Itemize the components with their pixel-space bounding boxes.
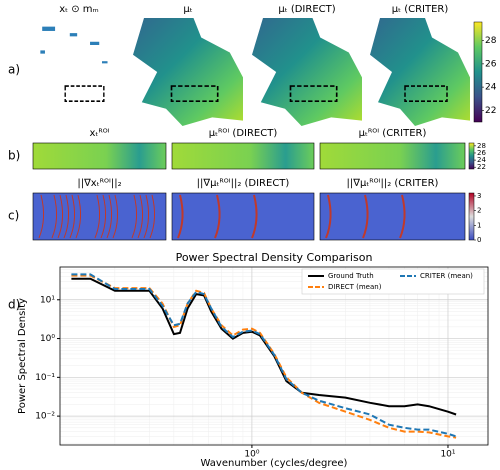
map <box>252 18 362 127</box>
gradient-streak <box>214 194 221 239</box>
gradient-streak <box>57 194 64 239</box>
observation-patch <box>40 50 45 54</box>
colorbar-tick-label: 0 <box>477 236 481 244</box>
roi-image <box>171 142 315 170</box>
panel-title: ||∇μₜᴿᴼᴵ||₂ (DIRECT) <box>197 178 290 189</box>
gradient-streak <box>63 194 70 239</box>
gradient-streak <box>100 194 107 239</box>
colorbar-tick-label: 22 <box>477 163 486 171</box>
roi-image <box>171 192 315 241</box>
gradient-streak <box>177 194 184 239</box>
roi-box <box>404 85 448 102</box>
y-tick-label: 10⁻² <box>35 412 55 422</box>
gradient-streak <box>94 194 101 239</box>
gradient-streak <box>251 194 258 239</box>
gradient-streak <box>143 194 150 239</box>
legend-label: CRITER (mean) <box>420 272 473 280</box>
series-line <box>71 277 457 416</box>
panel-title: μₜ (DIRECT) <box>278 4 335 15</box>
panel-label: a) <box>8 63 20 77</box>
colorbar-tick-label: 28 <box>477 142 486 150</box>
map <box>40 26 108 102</box>
colorbar-tick-label: 24 <box>477 156 486 164</box>
panel-label: d) <box>8 298 20 312</box>
panel-title: xₜᴿᴼᴵ <box>89 128 109 139</box>
roi-box <box>289 85 338 102</box>
panel-title: μₜ <box>183 4 192 15</box>
gradient-streak <box>137 194 144 239</box>
gradient-streak <box>399 194 406 239</box>
sea-field <box>370 18 470 127</box>
colorbar <box>468 142 475 170</box>
chart-title: Power Spectral Density Comparison <box>176 251 373 264</box>
panel-title: ||∇μₜᴿᴼᴵ||₂ (CRITER) <box>347 178 439 189</box>
observation-patch <box>42 26 56 31</box>
colorbar-tick-label: 24 <box>485 83 497 93</box>
panel-title: μₜᴿᴼᴵ (CRITER) <box>359 128 427 139</box>
observation-patch <box>69 33 78 37</box>
roi-image <box>319 142 466 170</box>
series-line <box>71 274 457 439</box>
maps: a) b) c) d) xₜ ⊙ mₘ μₜ μₜ (DIRECT) μₜ (CRITER) x… <box>8 4 497 312</box>
colorbar <box>468 192 475 241</box>
roi-box <box>64 85 105 102</box>
sea-field <box>252 18 362 127</box>
legend-box <box>301 268 485 295</box>
legend-label: Ground Truth <box>328 272 374 280</box>
y-axis-label: Power Spectral Density <box>17 298 28 414</box>
panel-title: ||∇xₜᴿᴼᴵ||₂ <box>77 178 121 189</box>
legend-label: DIRECT (mean) <box>328 283 382 291</box>
colorbar <box>473 21 483 123</box>
plot-frame <box>59 266 489 446</box>
roi-image <box>32 142 167 170</box>
roi-box <box>170 85 219 102</box>
sea-field <box>133 18 243 127</box>
series-line <box>71 273 457 438</box>
colorbar-tick-label: 22 <box>485 106 496 116</box>
panel-title: xₜ ⊙ mₘ <box>59 4 99 15</box>
gradient-streak <box>38 194 45 239</box>
legend: Ground Truth DIRECT (mean) CRITER (mean) <box>301 268 485 295</box>
gradient-streak <box>149 194 156 239</box>
x-tick-label: 10⁰ <box>244 450 259 460</box>
psd-chart: Power Spectral Density Comparison Wavenum… <box>17 251 489 469</box>
gradient-streak <box>362 194 369 239</box>
map <box>133 18 243 127</box>
x-tick-label: 10¹ <box>440 450 455 460</box>
x-axis-label: Wavenumber (cycles/degree) <box>201 458 348 469</box>
colorbar-tick-label: 2 <box>477 207 481 215</box>
gradient-streak <box>75 194 82 239</box>
colorbar-tick-label: 1 <box>477 221 481 229</box>
colorbar-tick-label: 26 <box>477 149 486 157</box>
roi-image <box>319 192 466 241</box>
gradient-streak <box>51 194 58 239</box>
gradient-streak <box>325 194 332 239</box>
observation-patch <box>90 41 100 45</box>
gradient-streak <box>69 194 76 239</box>
panel-title: μₜ (CRITER) <box>392 4 449 15</box>
panel-title: μₜᴿᴼᴵ (DIRECT) <box>209 128 278 139</box>
gradient-streak <box>112 194 119 239</box>
gradient-streak <box>106 194 113 239</box>
colorbar-tick-label: 28 <box>485 36 497 46</box>
y-tick-label: 10⁻¹ <box>35 373 55 383</box>
gradient-streak <box>131 194 138 239</box>
observation-patch <box>102 61 108 64</box>
map <box>370 18 470 127</box>
panel-label: c) <box>8 209 19 223</box>
colorbar-tick-label: 26 <box>485 59 497 69</box>
panel-label: b) <box>8 149 20 163</box>
y-tick-label: 10¹ <box>40 295 55 305</box>
y-tick-label: 10⁰ <box>40 334 55 344</box>
colorbar-tick-label: 3 <box>477 192 481 200</box>
